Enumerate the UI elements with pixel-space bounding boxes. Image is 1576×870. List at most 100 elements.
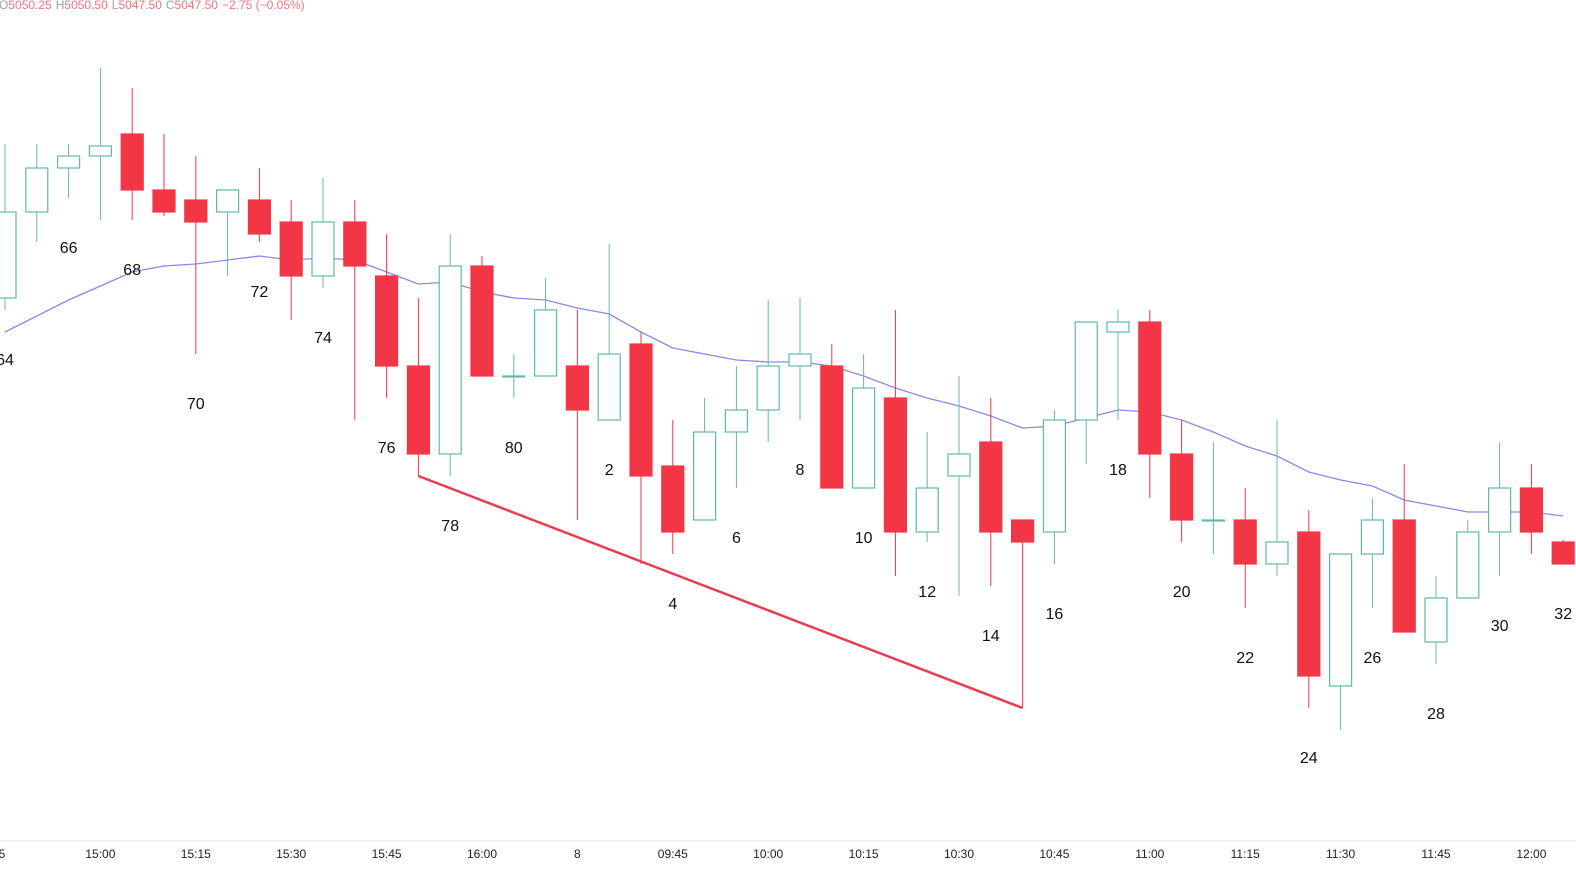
candle-body <box>629 343 653 477</box>
x-tick-label: 11:30 <box>1326 847 1355 861</box>
x-tick-label: 15:15 <box>181 847 211 861</box>
bar-number: 72 <box>251 284 269 301</box>
bar-number: 22 <box>1236 650 1254 667</box>
candle-body <box>979 441 1003 533</box>
candle-body <box>1233 519 1257 565</box>
header-key: L <box>112 0 119 12</box>
candle-body <box>1106 321 1130 333</box>
bar-number: 78 <box>441 518 459 535</box>
x-tick-label: 10:45 <box>1039 847 1069 861</box>
x-tick-label: 10:15 <box>849 847 879 861</box>
bar-number: 66 <box>60 240 78 257</box>
candle-body <box>152 189 176 213</box>
candle-body <box>1201 519 1226 522</box>
candle-body <box>692 431 717 521</box>
x-tick-label: 15:00 <box>85 847 115 861</box>
candle-body <box>1360 519 1385 555</box>
bar-number: 64 <box>0 352 14 369</box>
bar-number: 14 <box>982 628 1000 645</box>
candle-body <box>1328 553 1353 687</box>
header-key: C <box>166 0 175 12</box>
candle-body <box>1042 419 1067 533</box>
candle-body <box>1138 321 1162 455</box>
candle-body <box>1551 541 1575 565</box>
bar-number: 20 <box>1173 584 1191 601</box>
candle-body <box>1265 541 1289 565</box>
candle-body <box>279 221 303 277</box>
candle-body <box>756 365 780 411</box>
x-tick-label: 11:45 <box>1421 847 1450 861</box>
candle-body <box>1169 453 1194 521</box>
candle-body <box>883 397 908 533</box>
x-tick-label: 10:30 <box>944 847 974 861</box>
x-tick-label: 16:00 <box>467 847 497 861</box>
candle-body <box>533 309 558 377</box>
bar-number: 18 <box>1109 462 1127 479</box>
header-key: O <box>0 0 8 12</box>
bar-number: 2 <box>605 462 614 479</box>
x-tick-label: 12:00 <box>1516 847 1546 861</box>
trendline <box>417 474 1024 710</box>
candle-body <box>343 221 367 267</box>
candle-body <box>311 221 335 277</box>
candle-body <box>247 199 271 235</box>
candle-body <box>851 387 876 489</box>
candle-body <box>1456 531 1480 599</box>
bar-number: 68 <box>123 262 141 279</box>
candle-body <box>406 365 430 455</box>
candle-body <box>184 199 208 223</box>
bar-number: 4 <box>668 596 677 613</box>
candle-body <box>1074 321 1098 421</box>
header-change: −2.75 (−0.05%) <box>222 0 305 12</box>
bar-number: 76 <box>378 440 396 457</box>
candle-body <box>1392 519 1416 633</box>
candle-body <box>1424 597 1448 643</box>
bar-number: 24 <box>1300 750 1318 767</box>
candle-body <box>375 275 399 367</box>
candle-body <box>502 375 526 378</box>
header-value: 5050.50 <box>64 0 108 12</box>
candle-body <box>724 409 749 433</box>
candle-body <box>438 265 462 455</box>
candle-body <box>915 487 939 533</box>
x-tick-label: 15:30 <box>276 847 306 861</box>
header-key: H <box>56 0 65 12</box>
bar-number: 80 <box>505 440 523 457</box>
bar-number: 26 <box>1364 650 1382 667</box>
x-tick-label: 09:45 <box>658 847 688 861</box>
ohlc-header: O5050.25 H5050.50 L5047.50 C5047.50 −2.75 (−… <box>0 0 305 12</box>
candle-body <box>1519 487 1544 533</box>
candle-body <box>0 211 17 299</box>
bar-number: 16 <box>1046 606 1064 623</box>
candle-body <box>56 155 81 169</box>
candle-body <box>25 167 49 213</box>
bar-number: 12 <box>918 584 936 601</box>
header-value: 5050.25 <box>8 0 52 12</box>
candle-body <box>788 353 812 367</box>
x-tick-label: :45 <box>0 847 6 861</box>
candle-body <box>216 189 240 213</box>
candle-body <box>470 265 494 377</box>
moving-average <box>4 255 1564 517</box>
x-tick-label: 8 <box>574 847 581 861</box>
x-tick-label: 11:15 <box>1231 847 1260 861</box>
bar-number: 32 <box>1554 606 1572 623</box>
candle-body <box>1487 487 1512 533</box>
header-value: 5047.50 <box>175 0 219 12</box>
header-value: 5047.50 <box>118 0 162 12</box>
x-tick-label: 15:45 <box>372 847 402 861</box>
x-tick-label: 10:00 <box>753 847 783 861</box>
bar-number: 6 <box>732 530 741 547</box>
bar-number: 28 <box>1427 706 1445 723</box>
candle-body <box>947 453 971 477</box>
bar-number: 70 <box>187 396 205 413</box>
candle-body <box>597 353 621 421</box>
candle-body <box>565 365 590 411</box>
candle-body <box>88 145 113 157</box>
candle-body <box>120 133 144 191</box>
bar-number: 8 <box>796 462 805 479</box>
x-tick-label: 11:00 <box>1135 847 1164 861</box>
candle-body <box>820 365 844 489</box>
